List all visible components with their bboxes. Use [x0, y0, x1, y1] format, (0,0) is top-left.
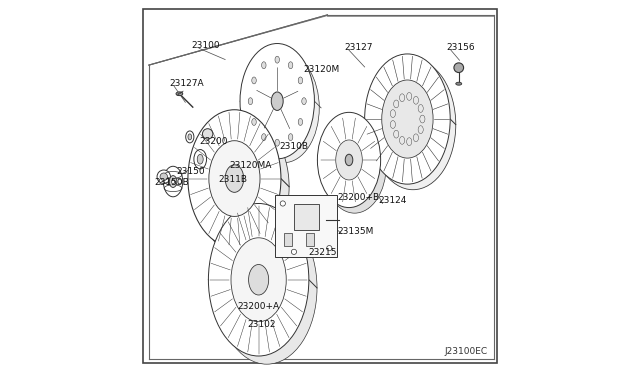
Ellipse shape: [302, 98, 306, 105]
Ellipse shape: [197, 154, 203, 164]
Circle shape: [454, 63, 463, 73]
Ellipse shape: [231, 238, 286, 322]
Text: 23100: 23100: [191, 41, 220, 50]
Text: 23200+A: 23200+A: [237, 302, 280, 311]
Text: 23120MA: 23120MA: [229, 161, 271, 170]
Ellipse shape: [252, 118, 256, 125]
Ellipse shape: [370, 60, 456, 190]
Bar: [306, 233, 314, 246]
Circle shape: [291, 249, 296, 254]
Ellipse shape: [176, 92, 183, 96]
Ellipse shape: [209, 203, 309, 356]
Text: 23120M: 23120M: [303, 65, 339, 74]
Ellipse shape: [275, 139, 280, 146]
Ellipse shape: [248, 98, 253, 105]
Ellipse shape: [365, 54, 450, 184]
Ellipse shape: [248, 264, 269, 295]
Bar: [275, 195, 337, 257]
Ellipse shape: [262, 134, 266, 141]
Ellipse shape: [252, 77, 256, 84]
Text: 23156: 23156: [447, 43, 475, 52]
Ellipse shape: [456, 82, 461, 85]
Ellipse shape: [188, 134, 191, 140]
Ellipse shape: [209, 141, 260, 217]
Text: 23150: 23150: [177, 167, 205, 176]
Bar: [284, 233, 292, 246]
Ellipse shape: [239, 246, 294, 330]
Text: 23150B: 23150B: [154, 178, 189, 187]
Ellipse shape: [262, 62, 266, 69]
FancyBboxPatch shape: [143, 9, 497, 363]
Ellipse shape: [323, 118, 386, 213]
Text: 2311B: 2311B: [219, 175, 248, 184]
Text: 23127A: 23127A: [170, 79, 204, 88]
Text: 23124: 23124: [379, 196, 407, 205]
Ellipse shape: [381, 80, 433, 158]
Ellipse shape: [163, 166, 183, 197]
Text: 23200+B: 23200+B: [338, 193, 380, 202]
Ellipse shape: [170, 176, 177, 187]
Ellipse shape: [240, 44, 314, 159]
Ellipse shape: [271, 92, 283, 110]
Circle shape: [160, 173, 168, 180]
Ellipse shape: [172, 179, 175, 184]
Ellipse shape: [194, 150, 207, 169]
Ellipse shape: [289, 62, 293, 69]
Circle shape: [157, 170, 170, 183]
Ellipse shape: [188, 110, 281, 247]
Bar: [294, 204, 319, 230]
Ellipse shape: [186, 131, 194, 143]
Ellipse shape: [298, 77, 303, 84]
Text: 23102: 23102: [248, 320, 276, 329]
Text: 23135M: 23135M: [338, 227, 374, 236]
Ellipse shape: [196, 118, 289, 256]
Circle shape: [326, 246, 332, 251]
Text: J23100EC: J23100EC: [444, 347, 488, 356]
Ellipse shape: [216, 212, 317, 364]
Ellipse shape: [225, 165, 244, 192]
Ellipse shape: [317, 112, 381, 208]
Text: 2310B: 2310B: [279, 142, 308, 151]
Text: 23127: 23127: [344, 43, 372, 52]
Ellipse shape: [336, 140, 362, 180]
Ellipse shape: [345, 154, 353, 166]
Circle shape: [280, 201, 285, 206]
Ellipse shape: [289, 134, 293, 141]
Circle shape: [202, 129, 213, 139]
Ellipse shape: [275, 56, 280, 63]
Text: 23215: 23215: [308, 248, 337, 257]
Ellipse shape: [217, 149, 268, 225]
Ellipse shape: [298, 118, 303, 125]
Text: 23200: 23200: [199, 137, 228, 146]
Ellipse shape: [248, 53, 319, 163]
